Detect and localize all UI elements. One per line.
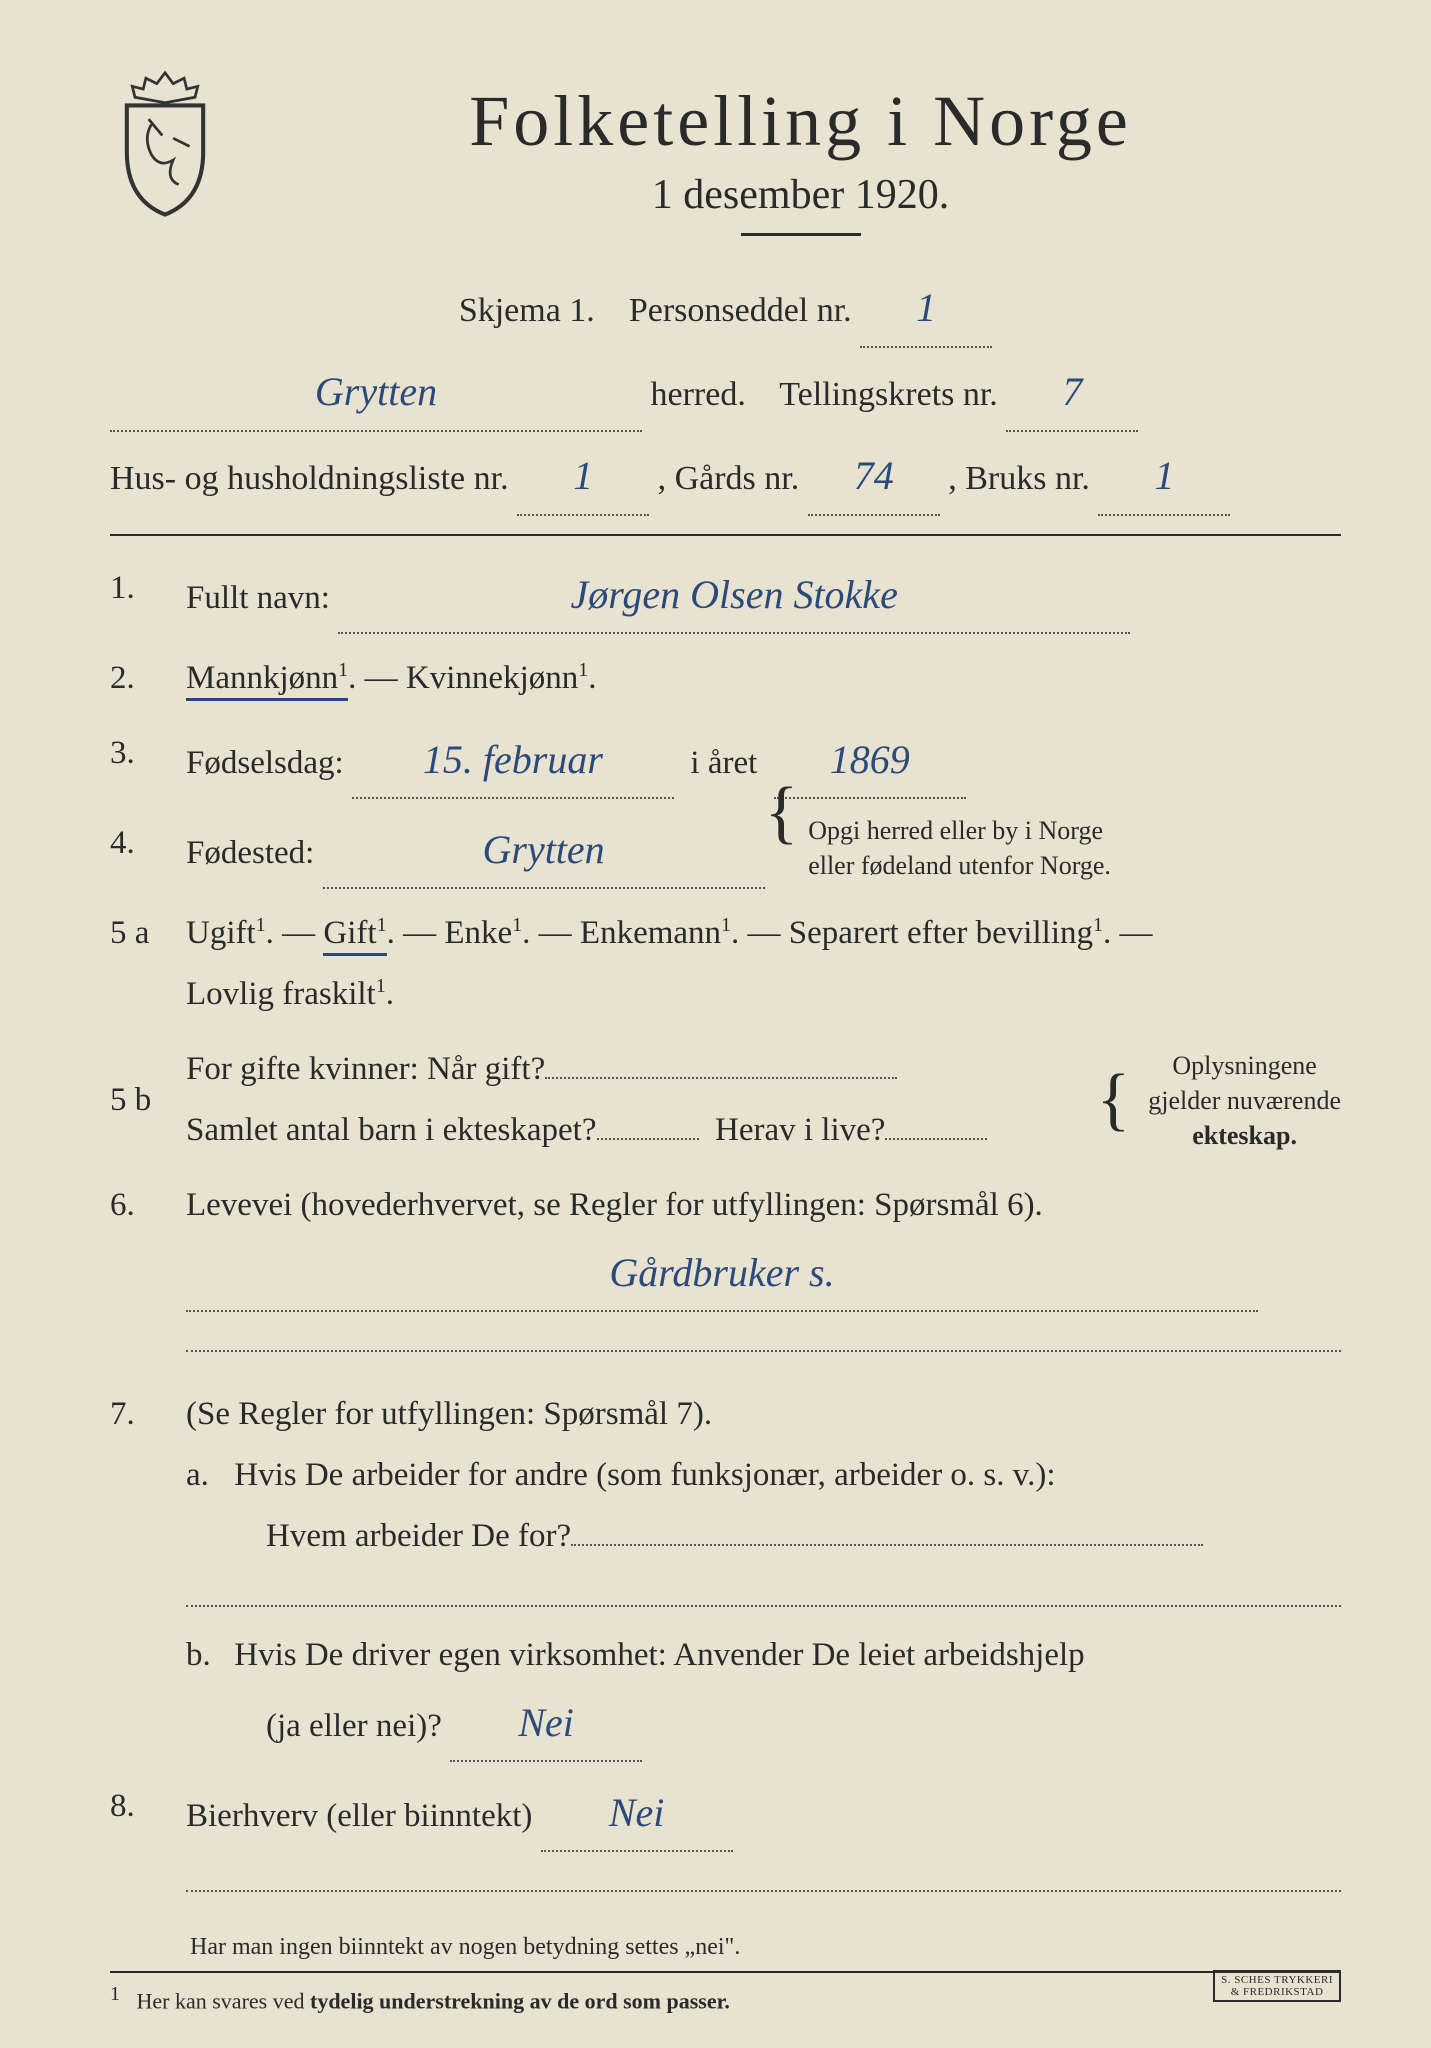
tellingskrets-value: 7 <box>1062 369 1082 414</box>
q7a-l2: Hvem arbeider De for? <box>266 1518 1203 1554</box>
q2: 2. Mannkjønn1. — Kvinnekjønn1. <box>110 648 1341 709</box>
skjema-line: Skjema 1. Personseddel nr. 1 <box>110 270 1341 348</box>
gards-value: 74 <box>854 453 894 498</box>
q2-kvinne: Kvinnekjønn1 <box>406 660 588 696</box>
q3: 3. Fødselsdag: 15. februar i året 1869 <box>110 723 1341 799</box>
q8-label: Bierhverv (eller biinntekt) <box>186 1798 532 1834</box>
q7-label: (Se Regler for utfyllingen: Spørsmål 7). <box>186 1396 712 1432</box>
blank-line <box>186 1862 1341 1892</box>
q6-label: Levevei (hovederhvervet, se Regler for u… <box>186 1187 1043 1223</box>
q5a-enke: Enke <box>444 915 512 951</box>
husliste-value: 1 <box>573 453 593 498</box>
divider-2 <box>110 1971 1341 1973</box>
q5a-enkemann: Enkemann <box>580 915 721 951</box>
q6: 6. Levevei (hovederhvervet, se Regler fo… <box>110 1175 1341 1370</box>
q4-num: 4. <box>110 813 168 889</box>
herred-label: herred. <box>651 376 746 413</box>
footnote-2: 1 Her kan svares ved tydelig understrekn… <box>110 1983 1341 2014</box>
q4-note: Opgi herred eller by i Norge eller fødel… <box>808 813 1111 883</box>
q4-label: Fødested: <box>186 835 314 871</box>
tellingskrets-label: Tellingskrets nr. <box>779 376 998 413</box>
q5a: 5 a Ugift1. — Gift1. — Enke1. — Enkemann… <box>110 903 1341 1025</box>
personseddel-label: Personseddel nr. <box>629 292 852 329</box>
husliste-label: Hus- og husholdningsliste nr. <box>110 460 509 497</box>
title-rule <box>741 233 861 236</box>
q1-num: 1. <box>110 558 168 634</box>
q1-value: Jørgen Olsen Stokke <box>571 572 898 617</box>
q5b-l2b: Herav i live? <box>715 1112 885 1148</box>
q7b-l1: Hvis De driver egen virksomhet: Anvender… <box>234 1637 1084 1673</box>
header: Folketelling i Norge 1 desember 1920. <box>110 60 1341 260</box>
q6-value: Gårdbruker s. <box>609 1250 834 1295</box>
personseddel-value: 1 <box>916 285 936 330</box>
q3-day: 15. februar <box>423 737 603 782</box>
q7a-letter: a. <box>186 1445 226 1506</box>
q1: 1. Fullt navn: Jørgen Olsen Stokke <box>110 558 1341 634</box>
q1-label: Fullt navn: <box>186 580 330 616</box>
bruks-value: 1 <box>1154 453 1174 498</box>
q5b-l1: For gifte kvinner: Når gift? <box>186 1051 545 1087</box>
q7b-letter: b. <box>186 1625 226 1686</box>
herred-line: Grytten herred. Tellingskrets nr. 7 <box>110 354 1341 432</box>
q5b-num: 5 b <box>110 1070 168 1131</box>
footnote-1: Har man ingen biinntekt av nogen betydni… <box>190 1934 1341 1961</box>
q5b-note: Oplysningene gjelder nuværende ekteskap. <box>1148 1048 1341 1153</box>
q8-value: Nei <box>609 1790 665 1835</box>
q3-mid: i året <box>690 745 757 781</box>
q4: 4. Fødested: Grytten { Opgi herred eller… <box>110 813 1341 889</box>
q5a-separert: Separert efter bevilling <box>789 915 1093 951</box>
q2-num: 2. <box>110 648 168 709</box>
bruks-label: , Bruks nr. <box>948 460 1090 497</box>
main-title: Folketelling i Norge <box>260 80 1341 163</box>
q7a-l1: Hvis De arbeider for andre (som funksjon… <box>234 1457 1055 1493</box>
printer-stamp: S. SCHES TRYKKERI& FREDRIKSTAD <box>1213 1970 1341 2002</box>
q5b: 5 b For gifte kvinner: Når gift? Samlet … <box>110 1039 1341 1161</box>
q5a-num: 5 a <box>110 903 168 1025</box>
q3-year: 1869 <box>830 737 910 782</box>
q5a-lovlig: Lovlig fraskilt <box>186 976 376 1012</box>
q4-value: Grytten <box>482 827 604 872</box>
q5b-l2a: Samlet antal barn i ekteskapet? <box>186 1112 597 1148</box>
coat-of-arms-icon <box>110 70 220 220</box>
blank-line <box>186 1322 1341 1352</box>
blank-line <box>186 1577 1341 1607</box>
skjema-label: Skjema 1. <box>459 292 595 329</box>
q3-num: 3. <box>110 723 168 799</box>
q6-num: 6. <box>110 1175 168 1370</box>
subtitle: 1 desember 1920. <box>260 171 1341 219</box>
herred-value: Grytten <box>315 369 437 414</box>
q7b-l2: (ja eller nei)? Nei <box>266 1708 642 1744</box>
q8-num: 8. <box>110 1776 168 1910</box>
q3-label: Fødselsdag: <box>186 745 344 781</box>
q2-mann: Mannkjønn1 <box>186 660 348 701</box>
q7: 7. (Se Regler for utfyllingen: Spørsmål … <box>110 1384 1341 1762</box>
q8: 8. Bierhverv (eller biinntekt) Nei <box>110 1776 1341 1910</box>
q7b-value: Nei <box>518 1700 574 1745</box>
gards-label: , Gårds nr. <box>658 460 800 497</box>
title-block: Folketelling i Norge 1 desember 1920. <box>260 60 1341 260</box>
q7-num: 7. <box>110 1384 168 1762</box>
q5a-ugift: Ugift <box>186 915 256 951</box>
q5a-gift: Gift1 <box>323 915 386 956</box>
divider-1 <box>110 534 1341 536</box>
husliste-line: Hus- og husholdningsliste nr. 1 , Gårds … <box>110 438 1341 516</box>
